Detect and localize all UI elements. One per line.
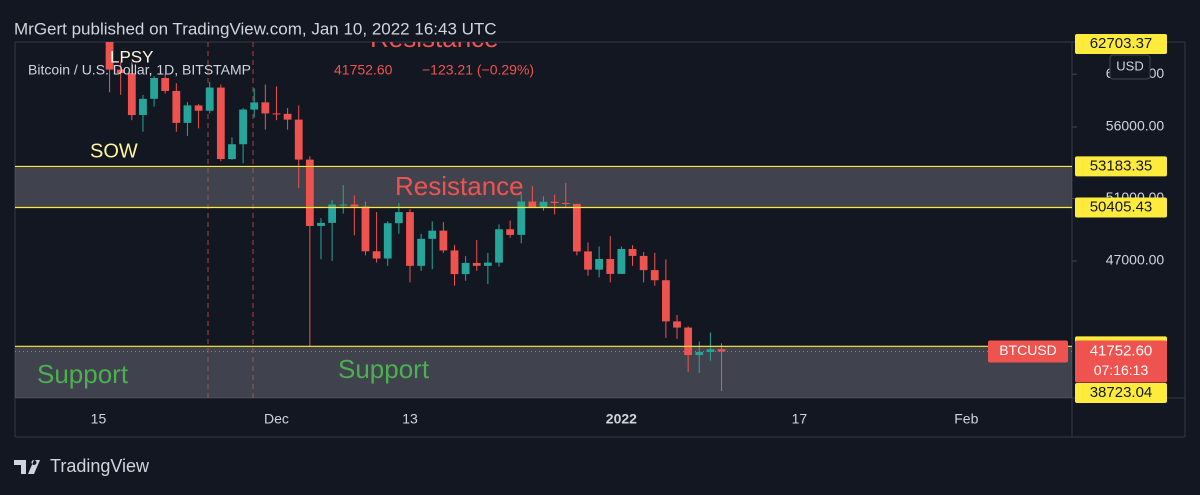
zone-band (15, 346, 1072, 398)
currency-box[interactable] (1109, 54, 1151, 80)
candle-body (628, 249, 637, 256)
candle-body (439, 230, 448, 251)
candle-body (205, 87, 214, 111)
annotation: Resistance (370, 23, 499, 53)
candle-body (139, 98, 147, 116)
candle-body (372, 251, 381, 259)
candle-body (461, 262, 470, 275)
candle-body (150, 78, 158, 99)
countdown: 07:16:13 (1094, 362, 1149, 378)
x-tick-label: Feb (954, 411, 978, 427)
last-price: 41752.60 (334, 62, 393, 78)
level-label: 50405.43 (1090, 198, 1153, 215)
annotation: Resistance (395, 171, 524, 201)
candle-body (572, 203, 581, 252)
candle-body (595, 259, 604, 270)
ticker-tag: BTCUSD (999, 342, 1057, 358)
candle-body (639, 255, 648, 271)
annotation: SOW (90, 140, 138, 162)
candle-body (272, 113, 281, 115)
candle-body (216, 87, 225, 160)
candle-body (350, 204, 359, 207)
price-label: 41752.60 (1090, 342, 1153, 359)
x-tick-label: 13 (402, 411, 418, 427)
candle-body (472, 262, 481, 266)
candle-body (228, 144, 236, 160)
tradingview-logo: TradingView (14, 456, 150, 476)
y-tick-label: 47000.00 (1106, 252, 1165, 268)
candle-body (328, 204, 336, 223)
candle-body (383, 223, 392, 259)
candle-body (661, 280, 670, 322)
candle-body (673, 321, 681, 328)
candle-body (305, 159, 314, 226)
candle-body (161, 78, 170, 91)
x-tick-label: 17 (792, 411, 808, 427)
candle-body (283, 113, 292, 120)
candle-body (394, 212, 403, 224)
candle-body (294, 119, 303, 160)
plot-area: Resistance (15, 23, 1072, 398)
level-label-box (1075, 34, 1167, 54)
currency-label[interactable]: USD (1116, 58, 1143, 73)
candle-body (650, 270, 659, 281)
candle-body (584, 251, 592, 270)
candle-body (706, 349, 715, 352)
candle-body (250, 102, 259, 110)
candle-body (517, 201, 526, 235)
candle-body (606, 259, 615, 274)
candle-body (617, 249, 626, 274)
level-label: 38723.04 (1090, 384, 1153, 401)
candle-body (183, 105, 192, 123)
candle-body (483, 262, 492, 266)
ticker-tag-box (988, 340, 1068, 363)
price-change: −123.21 (−0.29%) (422, 62, 534, 78)
candle-body (172, 90, 181, 123)
candle-body (417, 238, 426, 266)
candle-body (116, 69, 125, 74)
candle-body (406, 212, 414, 266)
level-label-box (1075, 383, 1167, 403)
candle-body (450, 250, 459, 275)
publish-header: MrGert published on TradingView.com, Jan… (14, 19, 497, 38)
candle-body (317, 222, 325, 226)
candle-body (127, 73, 136, 116)
symbol-title: Bitcoin / U.S. Dollar, 1D, BITSTAMP (28, 62, 251, 78)
candle-body (339, 204, 348, 206)
candle-body (428, 230, 437, 239)
candle-body (528, 201, 537, 208)
level-label: 62703.37 (1090, 35, 1153, 52)
x-tick-label: 2022 (606, 411, 637, 427)
candle-body (561, 203, 570, 205)
annotation: Support (338, 354, 430, 384)
candle-body (539, 201, 548, 208)
price-label-box (1075, 340, 1167, 383)
candle-body (105, 42, 114, 70)
candle-body (194, 105, 203, 111)
annotation: LPSY (110, 47, 153, 66)
logo-icon (14, 460, 40, 474)
candle-body (717, 349, 726, 352)
x-tick-label: Dec (264, 411, 289, 427)
candle-body (684, 327, 693, 356)
candle-body (695, 351, 704, 356)
candle-body (361, 206, 370, 252)
x-tick-label: 15 (91, 411, 107, 427)
candle-body (506, 229, 515, 235)
candle-body (495, 229, 503, 263)
y-tick-label: 56000.00 (1106, 118, 1165, 134)
annotation: Support (37, 359, 129, 389)
candle-body (239, 109, 247, 145)
level-label-box (1075, 197, 1167, 218)
level-label: 53183.35 (1090, 157, 1153, 174)
candle-body (550, 201, 559, 204)
candle-body (261, 102, 270, 114)
footer-brand: TradingView (50, 456, 150, 476)
level-label-box (1075, 156, 1167, 177)
